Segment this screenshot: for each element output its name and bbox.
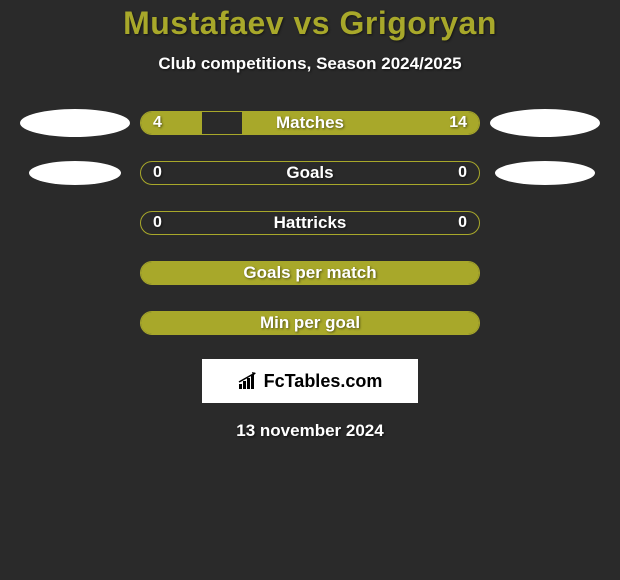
stat-value-left: 4 xyxy=(153,112,162,134)
player-avatar-left xyxy=(20,109,130,137)
stat-label: Min per goal xyxy=(141,312,479,334)
stat-label: Goals xyxy=(141,162,479,184)
player-avatar-right xyxy=(495,161,595,185)
player-avatar-right xyxy=(490,109,600,137)
bar-chart-icon xyxy=(238,372,260,390)
stat-label: Goals per match xyxy=(141,262,479,284)
stat-value-right: 14 xyxy=(449,112,467,134)
stat-value-right: 0 xyxy=(458,212,467,234)
stat-value-right: 0 xyxy=(458,162,467,184)
stat-bar: Min per goal xyxy=(140,311,480,335)
stat-label: Matches xyxy=(141,112,479,134)
avatar-slot-left xyxy=(10,159,140,187)
stat-value-left: 0 xyxy=(153,162,162,184)
stat-value-left: 0 xyxy=(153,212,162,234)
logo: FcTables.com xyxy=(238,371,383,392)
comparison-card: Mustafaev vs Grigoryan Club competitions… xyxy=(0,0,620,441)
stats-list: 414Matches00Goals00HattricksGoals per ma… xyxy=(0,109,620,337)
stat-row: 0 0Hattricks xyxy=(0,209,620,237)
avatar-slot-right xyxy=(480,159,610,187)
page-subtitle: Club competitions, Season 2024/2025 xyxy=(0,54,620,74)
avatar-slot-left xyxy=(10,259,140,287)
stat-row: Min per goal xyxy=(0,309,620,337)
avatar-slot-left xyxy=(10,209,140,237)
stat-label: Hattricks xyxy=(141,212,479,234)
stat-bar: Goals per match xyxy=(140,261,480,285)
stat-bar: 0 0Goals xyxy=(140,161,480,185)
stat-bar: 4 14Matches xyxy=(140,111,480,135)
stat-row: 4 14Matches xyxy=(0,109,620,137)
avatar-slot-left xyxy=(10,309,140,337)
avatar-slot-right xyxy=(480,209,610,237)
page-title: Mustafaev vs Grigoryan xyxy=(0,5,620,42)
player-avatar-left xyxy=(29,161,121,185)
avatar-slot-left xyxy=(10,109,140,137)
stat-row: 0 0Goals xyxy=(0,159,620,187)
date-label: 13 november 2024 xyxy=(0,421,620,441)
stat-bar: 0 0Hattricks xyxy=(140,211,480,235)
logo-box: FcTables.com xyxy=(202,359,418,403)
stat-row: Goals per match xyxy=(0,259,620,287)
logo-text: FcTables.com xyxy=(264,371,383,392)
avatar-slot-right xyxy=(480,259,610,287)
avatar-slot-right xyxy=(480,109,610,137)
avatar-slot-right xyxy=(480,309,610,337)
